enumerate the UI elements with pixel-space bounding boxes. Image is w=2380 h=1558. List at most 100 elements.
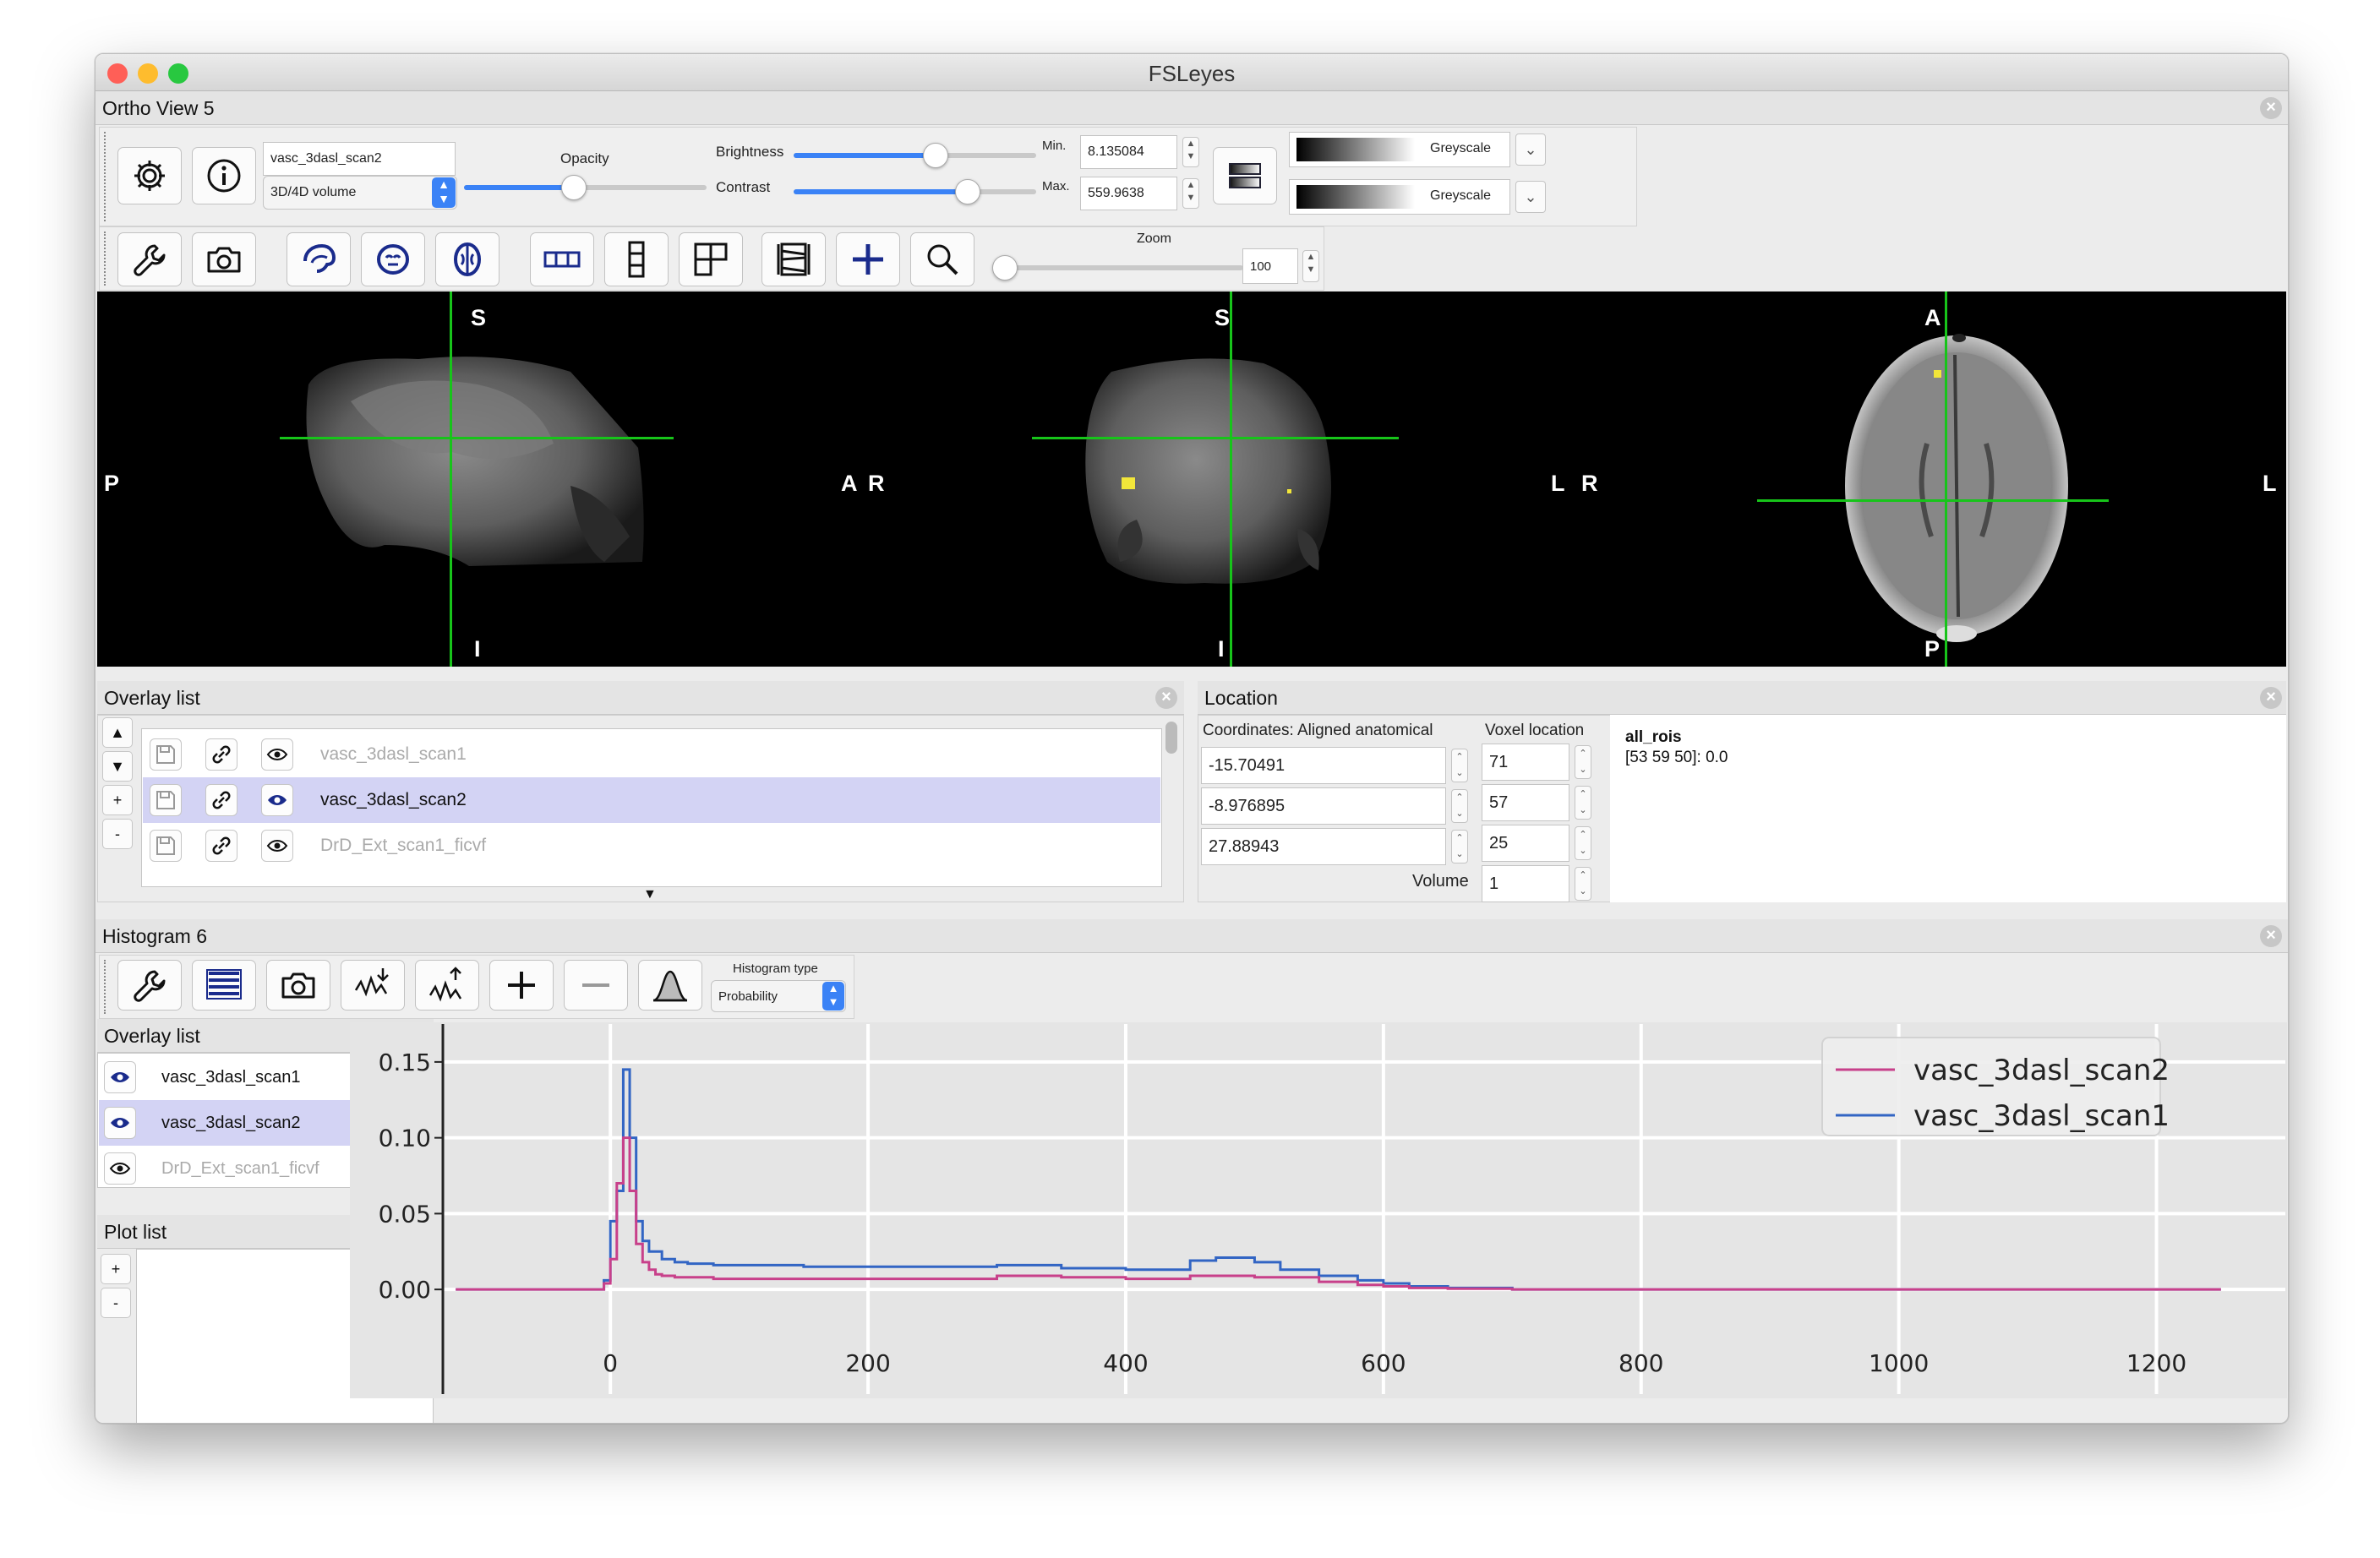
cursor-toggle-button[interactable]	[836, 232, 900, 286]
overlay-type-select[interactable]: 3D/4D volume	[263, 176, 457, 210]
overlay-row-2[interactable]: vasc_3dasl_scan2	[143, 777, 1160, 823]
move-up-button[interactable]: ▲	[102, 717, 133, 748]
hist-overlay-row-1[interactable]: vasc_3dasl_scan1	[99, 1054, 405, 1100]
toolbar-grip-2[interactable]	[104, 232, 109, 286]
histogram-toolbar-grip[interactable]	[104, 960, 109, 1014]
move-down-button[interactable]: ▼	[102, 751, 133, 782]
close-ortho-view-button[interactable]: ×	[2260, 97, 2282, 119]
info-icon	[207, 159, 241, 193]
location-header: Location	[1198, 681, 2286, 715]
close-location-button[interactable]: ×	[2260, 687, 2282, 709]
save-overlay-button-3[interactable]	[150, 830, 182, 862]
histogram-chart[interactable]: 0 200 400 600 800 1000 1200 0.00 0.05 0.10 0.15 vas…	[350, 1022, 2287, 1398]
grid-layout-button[interactable]	[679, 232, 743, 286]
remove-overlay-button[interactable]: -	[102, 819, 133, 849]
opacity-slider-handle[interactable]	[561, 175, 587, 200]
import-data-button[interactable]	[341, 960, 405, 1011]
hist-visibility-toggle-3[interactable]	[104, 1152, 136, 1185]
coord-z-field[interactable]: 27.88943	[1201, 828, 1446, 865]
link-overlay-button-2[interactable]	[205, 784, 237, 816]
close-overlay-list-button[interactable]: ×	[1155, 687, 1177, 709]
maximize-window-button[interactable]	[168, 63, 188, 84]
remove-icon	[582, 983, 609, 987]
visibility-toggle-2[interactable]	[261, 784, 293, 816]
axial-toggle-button[interactable]	[435, 232, 499, 286]
close-histogram-button[interactable]: ×	[2260, 925, 2282, 947]
zoom-button[interactable]	[910, 232, 974, 286]
save-icon	[156, 745, 175, 764]
scroll-down-icon[interactable]: ▼	[643, 887, 657, 902]
colourbar-toggle-button[interactable]	[1213, 147, 1277, 204]
screenshot-button[interactable]	[192, 232, 256, 286]
plot-screenshot-button[interactable]	[266, 960, 330, 1011]
coord-x-spinner[interactable]: ⌃ ⌄	[1451, 749, 1468, 782]
zoom-spinner[interactable]: ▲ ▼	[1302, 250, 1319, 282]
overlay-list-scrollbar[interactable]	[1165, 722, 1177, 754]
settings-button[interactable]	[117, 147, 182, 204]
visibility-toggle-1[interactable]	[261, 738, 293, 771]
minimize-window-button[interactable]	[138, 63, 158, 84]
horizontal-layout-button[interactable]	[530, 232, 594, 286]
histogram-type-arrow-icon[interactable]: ▲ ▼	[822, 982, 844, 1011]
plot-settings-button[interactable]	[117, 960, 182, 1011]
plot-list-toggle-button[interactable]	[192, 960, 256, 1011]
overlay-name-field[interactable]: vasc_3dasl_scan2	[263, 142, 456, 176]
sagittal-toggle-button[interactable]	[287, 232, 351, 286]
colourmap-select-1[interactable]: Greyscale	[1289, 132, 1510, 167]
visibility-toggle-3[interactable]	[261, 830, 293, 862]
histogram-type-select[interactable]: Probability	[711, 980, 846, 1012]
zoom-field[interactable]: 100	[1242, 248, 1298, 284]
voxel-y-spinner[interactable]: ⌃ ⌄	[1575, 786, 1591, 820]
add-plot-button[interactable]: +	[101, 1254, 131, 1284]
vertical-layout-button[interactable]	[604, 232, 669, 286]
y-tick-label: 0.15	[379, 1049, 431, 1076]
overlay-info-button[interactable]	[192, 147, 256, 204]
remove-plot-button[interactable]: -	[101, 1288, 131, 1318]
hist-visibility-toggle-1[interactable]	[104, 1061, 136, 1093]
zoom-slider-handle[interactable]	[992, 255, 1018, 281]
colourmap-select-2[interactable]: Greyscale	[1289, 179, 1510, 215]
display-max-field[interactable]: 559.9638	[1080, 177, 1177, 210]
remove-data-series-button[interactable]	[564, 960, 628, 1011]
overlay-data-toggle-button[interactable]	[638, 960, 702, 1011]
link-overlay-button-3[interactable]	[205, 830, 237, 862]
coord-x-field[interactable]: -15.70491	[1201, 747, 1446, 784]
movie-mode-button[interactable]	[761, 232, 826, 286]
voxel-z-field[interactable]: 25	[1482, 825, 1569, 862]
display-min-spinner[interactable]: ▲ ▼	[1182, 137, 1199, 167]
voxel-x-spinner[interactable]: ⌃ ⌄	[1575, 745, 1591, 779]
overlay-type-arrow-icon[interactable]: ▲ ▼	[432, 177, 456, 208]
coord-y-spinner[interactable]: ⌃ ⌄	[1451, 789, 1468, 823]
ortho-canvas[interactable]: S I P A S I R L A P R L	[97, 291, 2286, 667]
voxel-x-field[interactable]: 71	[1482, 744, 1569, 781]
coord-z-spinner[interactable]: ⌃ ⌄	[1451, 830, 1468, 863]
toolbar-grip[interactable]	[104, 132, 109, 221]
close-window-button[interactable]	[107, 63, 128, 84]
x-tick-label: 200	[845, 1349, 890, 1377]
brightness-slider-handle[interactable]	[923, 143, 948, 168]
colourmap-dropdown-1[interactable]: ⌄	[1515, 133, 1546, 166]
hist-visibility-toggle-2[interactable]	[104, 1107, 136, 1139]
display-max-spinner[interactable]: ▲ ▼	[1182, 178, 1199, 209]
display-min-field[interactable]: 8.135084	[1080, 135, 1177, 169]
voxel-z-spinner[interactable]: ⌃ ⌄	[1575, 826, 1591, 860]
add-data-series-button[interactable]	[489, 960, 554, 1011]
voxel-y-field[interactable]: 57	[1482, 784, 1569, 821]
volume-spinner[interactable]: ⌃ ⌄	[1575, 867, 1591, 901]
save-overlay-button-2[interactable]	[150, 784, 182, 816]
hist-overlay-list-title: Overlay list	[104, 1025, 200, 1047]
coronal-toggle-button[interactable]	[361, 232, 425, 286]
link-overlay-button-1[interactable]	[205, 738, 237, 771]
overlay-row-3[interactable]: DrD_Ext_scan1_ficvf	[143, 823, 1160, 869]
coord-y-field[interactable]: -8.976895	[1201, 787, 1446, 825]
export-data-button[interactable]	[415, 960, 479, 1011]
contrast-slider-handle[interactable]	[955, 179, 980, 204]
colourmap-dropdown-2[interactable]: ⌄	[1515, 181, 1546, 213]
view-settings-button[interactable]	[117, 232, 182, 286]
add-overlay-button[interactable]: +	[102, 785, 133, 815]
volume-field[interactable]: 1	[1482, 865, 1569, 902]
hist-overlay-row-3[interactable]: DrD_Ext_scan1_ficvf	[99, 1146, 405, 1191]
zoom-slider[interactable]	[1003, 265, 1243, 270]
overlay-row-1[interactable]: vasc_3dasl_scan1	[143, 732, 1160, 777]
save-overlay-button-1[interactable]	[150, 738, 182, 771]
